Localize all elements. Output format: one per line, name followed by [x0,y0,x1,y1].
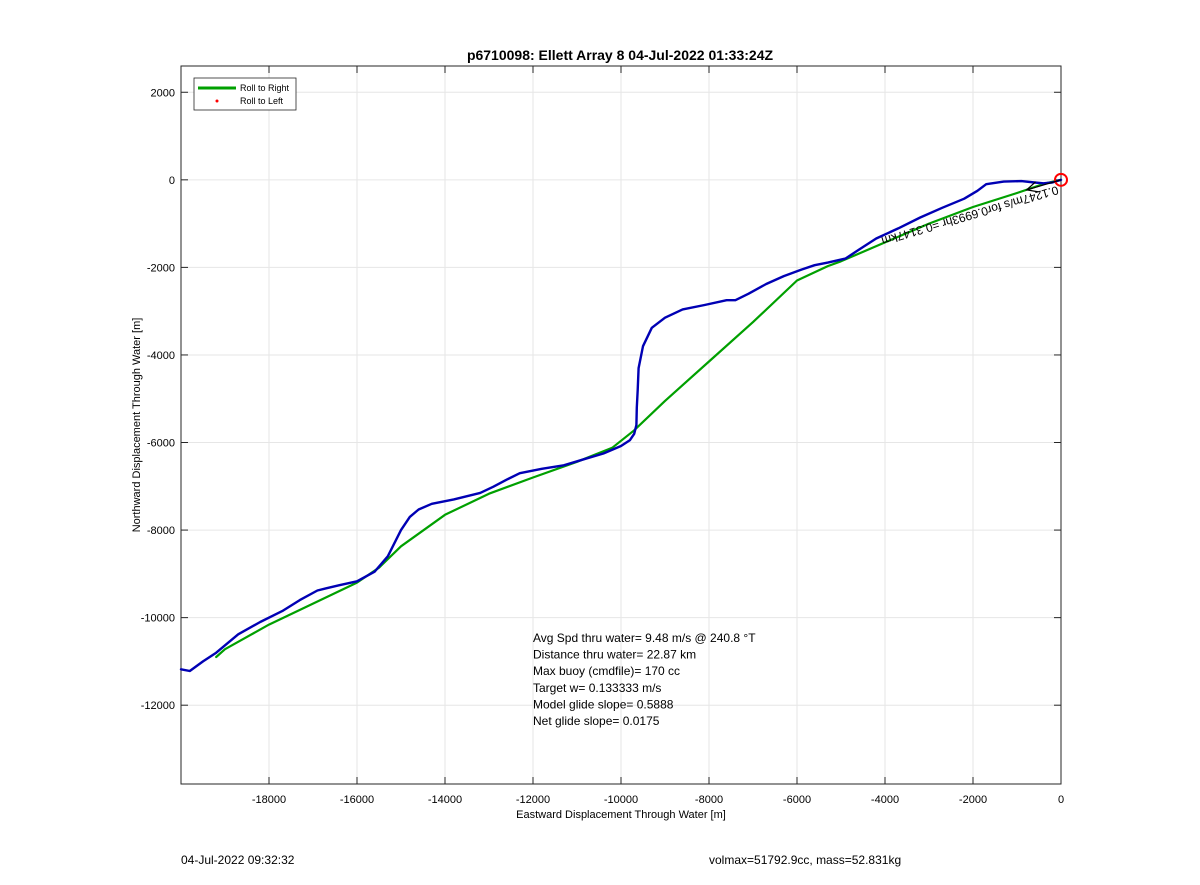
x-tick-label: -8000 [695,794,723,806]
annotation-line: Distance thru water= 22.87 km [533,648,696,662]
current-velocity-label: 0.1247m/s for0.6993hr =0.3147km [880,183,1060,248]
annotation-line: Avg Spd thru water= 9.48 m/s @ 240.8 °T [533,631,756,645]
chart-title: p6710098: Ellett Array 8 04-Jul-2022 01:… [467,47,774,63]
legend: Roll to Right Roll to Left [193,77,297,111]
x-tick-label: -16000 [340,794,374,806]
annotation-line: Max buoy (cmdfile)= 170 cc [533,664,680,678]
y-tick-label: -10000 [141,613,175,625]
y-tick-label: 2000 [151,87,175,99]
x-tick-label: -6000 [783,794,811,806]
x-tick-label: -14000 [428,794,462,806]
annotation-line: Model glide slope= 0.5888 [533,697,674,711]
y-tick-label: -4000 [147,350,175,362]
y-tick-label: -6000 [147,438,175,450]
x-tick-label: -4000 [871,794,899,806]
y-tick-label: -12000 [141,700,175,712]
legend-box [193,77,297,111]
start-marker [1054,172,1068,187]
stats-annotation: Avg Spd thru water= 9.48 m/s @ 240.8 °T D… [533,631,756,728]
legend-label-roll-left: Roll to Left [240,96,284,106]
legend-swatch-roll-left [215,99,219,103]
x-tick-label: -10000 [604,794,638,806]
annotation-line: Net glide slope= 0.0175 [533,714,660,728]
series-layer [179,178,1063,673]
x-tick-label: 0 [1058,794,1064,806]
x-tick-label: -18000 [252,794,286,806]
x-tick-label: -12000 [516,794,550,806]
ticks: -18000 -16000 -14000 -12000 -10000 -8000 -6000… [141,66,1064,806]
footer-timestamp: 04-Jul-2022 09:32:32 [181,853,295,867]
y-tick-label: -8000 [147,525,175,537]
x-tick-label: -2000 [959,794,987,806]
grid [181,66,1062,784]
glider-track-line [179,178,1063,673]
x-axis-label: Eastward Displacement Through Water [m] [516,809,726,821]
y-tick-label: 0 [169,175,175,187]
footer-volmax-mass: volmax=51792.9cc, mass=52.831kg [709,853,902,867]
y-tick-label: -2000 [147,262,175,274]
current-arrow-shaft [1026,179,1062,191]
annotation-line: Target w= 0.133333 m/s [533,681,661,695]
legend-label-roll-right: Roll to Right [240,83,290,93]
y-axis-label: Northward Displacement Through Water [m] [131,318,143,533]
current-arrow-head [1025,181,1039,193]
